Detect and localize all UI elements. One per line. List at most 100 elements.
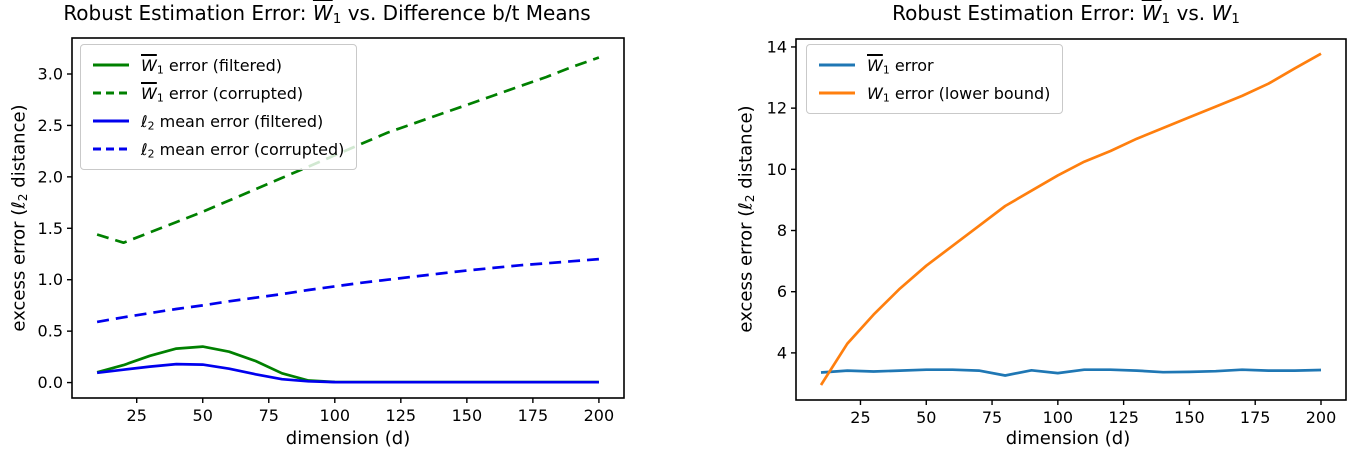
x-tick-label: 150 — [452, 406, 483, 425]
x-tick-label: 75 — [259, 406, 279, 425]
y-tick-label: 1.5 — [38, 219, 63, 238]
text-segment: W — [867, 83, 883, 103]
text-segment: mean error (corrupted) — [154, 139, 345, 159]
x-tick-label: 25 — [127, 406, 147, 425]
y-tick-label: 1.0 — [38, 270, 63, 289]
text-segment: 2 — [743, 194, 758, 203]
legend-row: W1 error (lower bound) — [817, 79, 1050, 107]
axes-spines — [71, 37, 625, 399]
text-segment: 1 — [156, 90, 164, 104]
text-segment: W — [867, 55, 883, 75]
series-line — [819, 52, 1322, 386]
legend-swatch-solid-line — [93, 63, 129, 67]
text-segment: ℓ — [141, 111, 148, 131]
left-chart: Robust Estimation Error: W1 vs. Differen… — [8, 1, 625, 449]
legend-row: W1 error (filtered) — [91, 51, 344, 79]
legend-row: W1 error (corrupted) — [91, 79, 344, 107]
text-segment: 1 — [882, 90, 890, 104]
legend-swatch-dashed-line — [93, 91, 129, 95]
text-segment: W — [141, 83, 157, 103]
text-segment: Robust Estimation Error: — [63, 1, 313, 25]
y-tick-label: 6 — [777, 282, 787, 301]
text-segment: excess error ( — [735, 209, 757, 333]
legend-row: ℓ2 mean error (corrupted) — [91, 135, 344, 163]
y-tick-label: 0.5 — [38, 322, 63, 341]
right-y-axis-label: excess error (ℓ2 distance) — [735, 105, 758, 333]
x-tick-label: 50 — [193, 406, 213, 425]
legend-swatch-solid-line — [93, 119, 129, 123]
left-chart-title: Robust Estimation Error: W1 vs. Differen… — [63, 1, 591, 27]
text-segment: mean error (filtered) — [154, 111, 324, 131]
y-tick-label: 3.0 — [38, 65, 63, 84]
series-line — [96, 362, 599, 384]
text-segment: W — [141, 55, 157, 75]
text-segment: error (filtered) — [163, 55, 283, 75]
left-x-axis-label: dimension (d) — [285, 428, 411, 449]
text-segment: error (corrupted) — [163, 83, 304, 103]
legend-label: W1 error — [867, 56, 934, 75]
x-tick-label: 75 — [982, 408, 1002, 427]
legend-label: ℓ2 mean error (corrupted) — [141, 140, 344, 159]
x-tick-label: 150 — [1174, 408, 1205, 427]
text-segment: ℓ — [141, 139, 148, 159]
x-tick-label: 25 — [850, 408, 870, 427]
text-segment: 1 — [1161, 10, 1171, 27]
x-tick-label: 200 — [584, 406, 615, 425]
text-segment: ℓ — [735, 202, 757, 210]
text-segment: distance) — [8, 104, 30, 194]
text-segment: excess error ( — [8, 208, 30, 332]
axes-spines — [795, 38, 1347, 401]
y-tick-label: 4 — [777, 343, 787, 362]
legend-row: W1 error — [817, 51, 1050, 79]
x-tick-label: 100 — [320, 406, 351, 425]
text-segment: 1 — [882, 62, 890, 76]
text-segment: Robust Estimation Error: — [892, 1, 1142, 25]
text-segment: error — [889, 55, 934, 75]
text-segment: W — [312, 1, 333, 25]
series-line — [820, 368, 1322, 377]
text-segment: 2 — [147, 146, 155, 160]
right-chart: Robust Estimation Error: W1 vs. W1 25 50 7… — [676, 0, 1352, 456]
x-tick-label: 125 — [386, 406, 417, 425]
text-segment: 2 — [147, 118, 155, 132]
text-segment: vs. Difference b/t Means — [341, 1, 591, 25]
right-x-axis-label: dimension (d) — [1005, 428, 1131, 449]
y-tick-label: 0.0 — [38, 373, 63, 392]
legend-label: W1 error (filtered) — [141, 56, 282, 75]
text-segment: ℓ — [8, 201, 30, 209]
legend-label: W1 error (lower bound) — [867, 84, 1050, 103]
legend-label: W1 error (corrupted) — [141, 84, 303, 103]
y-tick-label: 8 — [777, 221, 787, 240]
series-line — [96, 257, 600, 324]
right-plot-area: 25 50 75 100 125 150 175 200 4 6 8 10 12 14 — [767, 37, 1347, 427]
y-tick-label: 2.5 — [38, 116, 63, 135]
text-segment: 1 — [156, 62, 164, 76]
legend-swatch-dashed-line — [93, 147, 129, 151]
x-tick-label: 175 — [518, 406, 549, 425]
x-tick-label: 100 — [1043, 408, 1074, 427]
left-y-axis-label: excess error (ℓ2 distance) — [8, 104, 31, 332]
text-segment: W — [1141, 1, 1162, 25]
text-segment: 1 — [1231, 10, 1240, 27]
legend-row: ℓ2 mean error (filtered) — [91, 107, 344, 135]
text-segment: error (lower bound) — [889, 83, 1051, 103]
left-legend: W1 error (filtered) W1 error (corrupted) ℓ… — [80, 44, 358, 170]
text-segment: 2 — [16, 193, 31, 202]
right-chart-title: Robust Estimation Error: W1 vs. W1 — [892, 1, 1240, 27]
legend-label: ℓ2 mean error (filtered) — [141, 112, 323, 131]
y-tick-label: 12 — [767, 99, 787, 118]
right-legend: W1 error W1 error (lower bound) — [806, 44, 1064, 114]
text-segment: 1 — [332, 10, 342, 27]
legend-swatch-solid-line — [819, 63, 855, 67]
x-tick-label: 125 — [1108, 408, 1139, 427]
text-segment: distance) — [735, 105, 757, 195]
x-tick-label: 200 — [1306, 408, 1337, 427]
y-tick-label: 2.0 — [38, 167, 63, 186]
text-segment: W — [1211, 1, 1232, 25]
y-tick-label: 10 — [767, 160, 787, 179]
x-tick-label: 175 — [1240, 408, 1271, 427]
text-segment: vs. — [1170, 1, 1212, 25]
legend-swatch-solid-line — [819, 91, 855, 95]
y-tick-label: 14 — [767, 37, 787, 56]
